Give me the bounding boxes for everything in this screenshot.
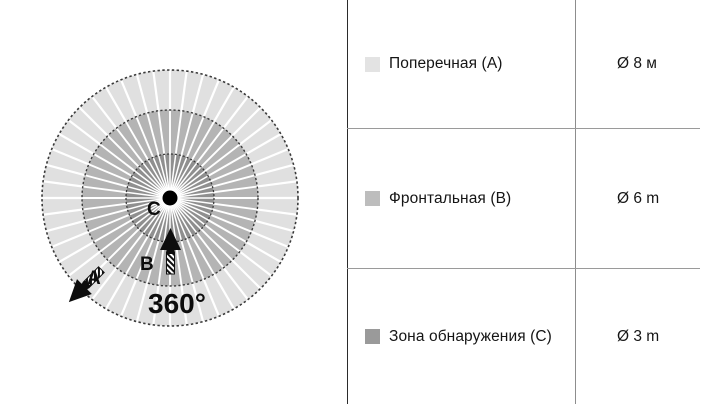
radial-coverage-chart: C B A 360° (41, 69, 299, 327)
legend-label: Зона обнаружения (C) (389, 327, 552, 345)
radial-diagram-panel: C B A 360° (0, 0, 340, 404)
arrow-b-indicator (160, 228, 181, 275)
table-row-separator-1 (347, 128, 700, 129)
legend-label: Фронтальная (B) (389, 189, 512, 207)
label-a: A (87, 268, 101, 289)
legend-value: Ø 6 m (617, 189, 660, 207)
table-row: Зона обнаружения (C) Ø 3 m (347, 269, 706, 404)
color-swatch-icon (365, 329, 380, 344)
color-swatch-icon (365, 56, 380, 72)
legend-label-cell: Зона обнаружения (C) (347, 328, 575, 346)
label-360-degrees: 360° (148, 288, 206, 319)
sensor-center-dot (162, 190, 178, 206)
zone-c-inner-ring (125, 153, 215, 243)
legend-label: Поперечная (A) (389, 55, 503, 72)
zone-c-spokes (126, 154, 214, 242)
legend-value: Ø 3 m (617, 327, 660, 345)
color-swatch-icon (365, 191, 380, 206)
arrow-a-indicator (68, 266, 105, 303)
label-c: C (147, 199, 161, 220)
legend-value: Ø 8 м (617, 55, 657, 72)
legend-label-cell: Фронтальная (B) (347, 190, 575, 208)
table-column-divider (575, 0, 576, 404)
zone-a-dashed-outline (41, 69, 299, 327)
table-row-separator-2 (347, 268, 700, 269)
table-row: Поперечная (A) Ø 8 м (347, 0, 706, 128)
legend-label-cell: Поперечная (A) (347, 55, 575, 73)
zone-b-dashed-outline (81, 109, 259, 287)
label-b: B (140, 254, 154, 275)
table-row: Фронтальная (B) Ø 6 m (347, 129, 706, 268)
legend-table: Поперечная (A) Ø 8 м Фронтальная (B) Ø 6… (347, 0, 706, 404)
table-left-border (347, 0, 348, 404)
